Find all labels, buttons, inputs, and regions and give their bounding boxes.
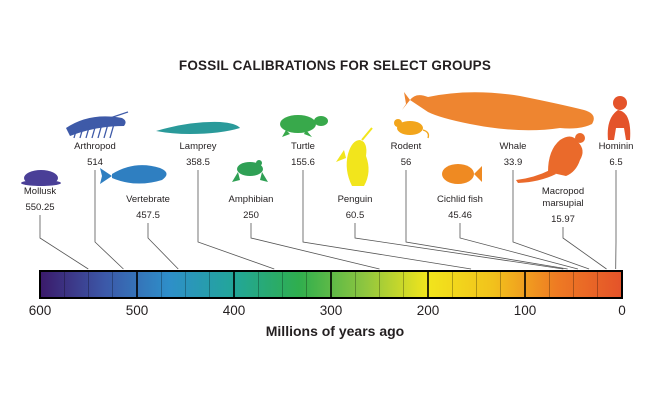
group-name: Macropod bbox=[542, 186, 584, 197]
group-name: Mollusk bbox=[24, 186, 56, 197]
group-label: Vertebrate 457.5 bbox=[126, 194, 170, 221]
group-age: 6.5 bbox=[609, 157, 622, 168]
connector-line bbox=[459, 223, 579, 270]
group-age: 250 bbox=[243, 210, 259, 221]
rodent-icon bbox=[394, 119, 430, 139]
axis-ticks: 600 500 400 300 200 100 0 bbox=[29, 303, 626, 318]
group-label: Arthropod 514 bbox=[74, 141, 116, 168]
group-age: 514 bbox=[87, 157, 103, 168]
group-age: 45.46 bbox=[448, 210, 472, 221]
cichlid-fish-icon bbox=[442, 164, 482, 184]
group-age: 155.6 bbox=[291, 157, 315, 168]
group-labels: Mollusk 550.25 Arthropod 514 Vertebrate 457.5… bbox=[24, 141, 634, 225]
x-axis-label: Millions of years ago bbox=[265, 323, 405, 339]
lamprey-icon bbox=[156, 121, 240, 134]
connector-line bbox=[94, 170, 124, 270]
connector-line bbox=[302, 170, 472, 270]
tick-label: 100 bbox=[514, 303, 537, 318]
group-age: 56 bbox=[401, 157, 412, 168]
group-label: Amphibian 250 bbox=[229, 194, 274, 221]
group-age: 15.97 bbox=[551, 214, 575, 225]
group-name: marsupial bbox=[542, 198, 583, 209]
group-age: 358.5 bbox=[186, 157, 210, 168]
group-label: Mollusk 550.25 bbox=[24, 186, 56, 213]
connector-line bbox=[512, 170, 590, 270]
frog-icon bbox=[232, 160, 268, 182]
connector-line bbox=[405, 170, 568, 270]
tick-label: 600 bbox=[29, 303, 52, 318]
group-label: Rodent 56 bbox=[391, 141, 422, 168]
connector-lines bbox=[39, 170, 617, 270]
tick-label: 300 bbox=[320, 303, 343, 318]
connector-line bbox=[562, 227, 607, 270]
group-label: Cichlid fish 45.46 bbox=[437, 194, 483, 221]
group-name: Whale bbox=[500, 141, 527, 152]
figure-title: FOSSIL CALIBRATIONS FOR SELECT GROUPS bbox=[178, 58, 492, 73]
group-name: Hominin bbox=[599, 141, 634, 152]
mollusk-icon bbox=[21, 170, 61, 186]
group-label: Turtle 155.6 bbox=[291, 141, 315, 168]
group-name: Arthropod bbox=[74, 141, 116, 152]
group-name: Penguin bbox=[338, 194, 373, 205]
group-label: Hominin 6.5 bbox=[599, 141, 634, 168]
penguin-icon bbox=[336, 127, 373, 186]
group-age: 457.5 bbox=[136, 210, 160, 221]
connector-line bbox=[250, 223, 380, 270]
group-label: Penguin 60.5 bbox=[338, 194, 373, 221]
connector-line bbox=[197, 170, 275, 270]
whale-icon bbox=[402, 92, 594, 131]
silhouette-layer bbox=[21, 92, 631, 186]
timescale-bar bbox=[39, 270, 623, 299]
group-name: Cichlid fish bbox=[437, 194, 483, 205]
group-name: Amphibian bbox=[229, 194, 274, 205]
group-age: 33.9 bbox=[504, 157, 523, 168]
connector-line bbox=[39, 215, 89, 270]
kangaroo-icon bbox=[516, 133, 585, 183]
group-name: Lamprey bbox=[180, 141, 217, 152]
group-label: Lamprey 358.5 bbox=[180, 141, 217, 168]
turtle-icon bbox=[280, 115, 328, 137]
tick-label: 0 bbox=[618, 303, 626, 318]
hominin-icon bbox=[607, 96, 631, 140]
group-name: Rodent bbox=[391, 141, 422, 152]
tick-label: 200 bbox=[417, 303, 440, 318]
group-label: Whale 33.9 bbox=[500, 141, 527, 168]
group-name: Vertebrate bbox=[126, 194, 170, 205]
group-age: 60.5 bbox=[346, 210, 365, 221]
tick-label: 500 bbox=[126, 303, 149, 318]
connector-line bbox=[354, 223, 564, 270]
tick-label: 400 bbox=[223, 303, 246, 318]
group-name: Turtle bbox=[291, 141, 315, 152]
timescale-border bbox=[39, 270, 623, 299]
group-age: 550.25 bbox=[25, 202, 54, 213]
vertebrate-fish-icon bbox=[100, 165, 167, 184]
connector-line bbox=[147, 223, 179, 270]
arthropod-icon bbox=[66, 111, 129, 139]
